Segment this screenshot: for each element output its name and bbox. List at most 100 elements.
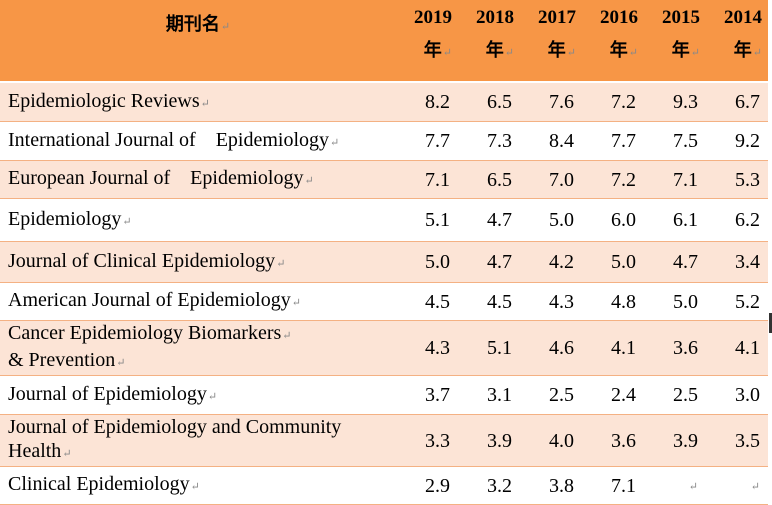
value-cell-2017: 2.5 [520,375,582,415]
paragraph-mark-icon: ↵ [566,47,576,59]
table-header: 期刊名↵ 2019 年↵ 2018 年↵ 2017 年↵ 2016 年↵ 2015 年↵ … [0,0,768,83]
header-year-2018: 2018 年↵ [458,0,520,83]
value-cell-2015: 7.1 [644,160,706,199]
value-cell-2014: 6.7 [706,82,768,122]
value-cell-2018: 6.5 [458,82,520,122]
value-cell-2016: 7.1 [582,466,644,505]
journal-name-cell: Journal of Epidemiology↵ [0,375,396,415]
edge-marker [769,313,772,333]
table-row: Clinical Epidemiology↵ 2.9 3.2 3.8 7.1 ↵… [0,466,768,505]
paragraph-mark-icon: ↵ [752,47,762,59]
table-row: Journal of Epidemiology↵ 3.7 3.1 2.5 2.4… [0,375,768,415]
paragraph-mark-icon: ↵ [291,297,301,309]
value-cell-2016: 3.6 [582,414,644,467]
header-year-2016: 2016 年↵ [582,0,644,83]
value-cell-2016: 7.2 [582,82,644,122]
paragraph-mark-icon: ↵ [116,357,126,369]
value-cell-2017: 4.2 [520,241,582,283]
table-row: American Journal of Epidemiology↵ 4.5 4.… [0,282,768,321]
journal-name-cell: Journal of Clinical Epidemiology↵ [0,241,396,283]
header-year-2019: 2019 年↵ [396,0,458,83]
table-row: Journal of Clinical Epidemiology↵ 5.0 4.… [0,241,768,283]
value-cell-2014: 5.3 [706,160,768,199]
journal-name-cell: Epidemiologic Reviews↵ [0,82,396,122]
value-cell-2014: ↵ [706,466,768,505]
value-cell-2019: 4.3 [396,320,458,376]
value-cell-2019: 8.2 [396,82,458,122]
value-cell-2014: 3.5 [706,414,768,467]
value-cell-2018: 4.7 [458,241,520,283]
value-cell-2016: 7.7 [582,121,644,161]
paragraph-mark-icon: ↵ [688,481,698,493]
journal-name-cell: Clinical Epidemiology↵ [0,466,396,505]
value-cell-2016: 7.2 [582,160,644,199]
paragraph-mark-icon: ↵ [504,47,514,59]
value-cell-2017: 3.8 [520,466,582,505]
paragraph-mark-icon: ↵ [690,47,700,59]
value-cell-2019: 3.3 [396,414,458,467]
paragraph-mark-icon: ↵ [750,481,760,493]
journal-name-cell: European Journal of Epidemiology↵ [0,160,396,199]
value-cell-2019: 2.9 [396,466,458,505]
value-cell-2016: 5.0 [582,241,644,283]
value-cell-2016: 4.1 [582,320,644,376]
paragraph-mark-icon: ↵ [220,21,231,33]
value-cell-2018: 3.2 [458,466,520,505]
table-row: International Journal of Epidemiology↵ 7… [0,121,768,161]
value-cell-2014: 4.1 [706,320,768,376]
value-cell-2017: 7.6 [520,82,582,122]
value-cell-2017: 8.4 [520,121,582,161]
header-journal-name: 期刊名↵ [0,0,396,83]
value-cell-2017: 4.3 [520,282,582,321]
paragraph-mark-icon: ↵ [276,257,286,270]
value-cell-2014: 6.2 [706,198,768,242]
journal-name-cell: International Journal of Epidemiology↵ [0,121,396,161]
table-body: Epidemiologic Reviews↵ 8.2 6.5 7.6 7.2 9… [0,82,768,505]
paragraph-mark-icon: ↵ [207,390,218,403]
value-cell-2016: 4.8 [582,282,644,321]
value-cell-2015: 4.7 [644,241,706,283]
value-cell-2016: 2.4 [582,375,644,415]
value-cell-2017: 4.6 [520,320,582,376]
table-row: European Journal of Epidemiology↵ 7.1 6.… [0,160,768,199]
value-cell-2019: 5.1 [396,198,458,242]
table-row: Epidemiology↵ 5.1 4.7 5.0 6.0 6.1 6.2 [0,198,768,242]
value-cell-2017: 5.0 [520,198,582,242]
value-cell-2018: 7.3 [458,121,520,161]
value-cell-2019: 5.0 [396,241,458,283]
value-cell-2019: 7.1 [396,160,458,199]
paragraph-mark-icon: ↵ [122,215,132,228]
table-row: Journal of Epidemiology and Community Hea… [0,414,768,467]
header-year-2017: 2017 年↵ [520,0,582,83]
value-cell-2015: 3.6 [644,320,706,376]
value-cell-2018: 3.9 [458,414,520,467]
value-cell-2018: 6.5 [458,160,520,199]
journal-name-cell: Cancer Epidemiology Biomarkers↵ & Prevent… [0,320,396,376]
value-cell-2019: 7.7 [396,121,458,161]
value-cell-2015: 7.5 [644,121,706,161]
journal-name-cell: American Journal of Epidemiology↵ [0,282,396,321]
value-cell-2015: 9.3 [644,82,706,122]
value-cell-2014: 5.2 [706,282,768,321]
paragraph-mark-icon: ↵ [200,97,210,110]
paragraph-mark-icon: ↵ [330,136,340,149]
header-year-2015: 2015 年↵ [644,0,706,83]
value-cell-2014: 3.4 [706,241,768,283]
value-cell-2014: 3.0 [706,375,768,415]
value-cell-2016: 6.0 [582,198,644,242]
value-cell-2015: 6.1 [644,198,706,242]
value-cell-2014: 9.2 [706,121,768,161]
value-cell-2019: 4.5 [396,282,458,321]
table-row: Epidemiologic Reviews↵ 8.2 6.5 7.6 7.2 9… [0,82,768,122]
journal-name-cell: Epidemiology↵ [0,198,396,242]
value-cell-2017: 7.0 [520,160,582,199]
value-cell-2015: 2.5 [644,375,706,415]
journal-name-cell: Journal of Epidemiology and Community Hea… [0,414,396,467]
paragraph-mark-icon: ↵ [282,330,292,342]
value-cell-2015: 5.0 [644,282,706,321]
value-cell-2015: ↵ [644,466,706,505]
paragraph-mark-icon: ↵ [628,47,638,59]
value-cell-2019: 3.7 [396,375,458,415]
